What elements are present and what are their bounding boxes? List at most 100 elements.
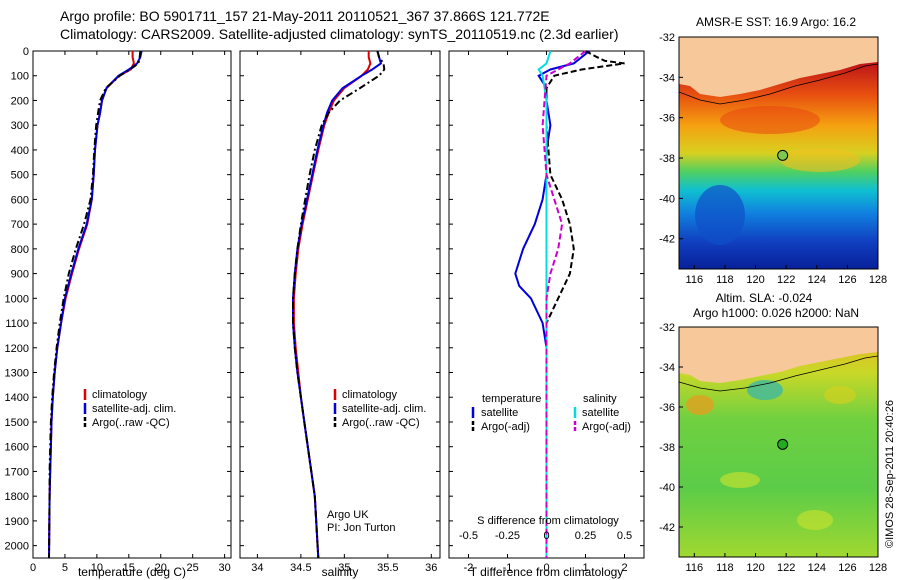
map-y-tick-label--38: -38 (659, 153, 675, 165)
temperature-panel: 0 5 10 15 20 25 300100200300400500600700800900… (5, 46, 231, 579)
map-x-tick-label-124: 124 (808, 274, 826, 286)
map-x-tick-label-116: 116 (686, 274, 704, 286)
x-tick-label-25: 25 (187, 562, 199, 574)
y-tick-label-1000: 1000 (5, 293, 29, 305)
map-x-tick-label-126: 126 (838, 562, 856, 574)
x-tick-label-20: 20 (155, 562, 167, 574)
map-y-tick-label--40: -40 (659, 193, 675, 205)
map-y-tick-label--36: -36 (659, 113, 675, 125)
diff-legend-left-label-0: satellite (481, 407, 518, 419)
sst-land (679, 37, 878, 97)
sla-high-southeast (797, 510, 833, 530)
map-x-tick-label-118: 118 (716, 274, 734, 286)
y-tick-label-900: 900 (11, 269, 29, 281)
series-line-2 (292, 50, 386, 559)
y-tick-label-100: 100 (11, 71, 29, 83)
sla-map-title-line-1: Altim. SLA: -0.024 (716, 291, 813, 305)
top-tick-label-1: -0.25 (495, 530, 520, 542)
map-y-tick-label--34: -34 (659, 72, 675, 84)
annotation-line-1: Argo UK (327, 509, 369, 521)
x-tick-label--1: -1 (503, 562, 513, 574)
sla-land (679, 327, 878, 383)
x-axis-label: salinity (322, 565, 359, 579)
sla-high-west (686, 395, 714, 415)
y-tick-label-300: 300 (11, 120, 29, 132)
x-tick-label-35.5: 35.5 (377, 562, 398, 574)
map-x-tick-label-122: 122 (777, 562, 795, 574)
x-tick-label-10: 10 (91, 562, 103, 574)
map-y-tick-label--40: -40 (659, 482, 675, 494)
sla-map: 116 118 120 122 124 126 128 -32 -34 -36 -38 -40 -42 A… (659, 291, 887, 574)
figure-title-line-2: Climatology: CARS2009. Satellite-adjuste… (60, 26, 619, 42)
map-y-tick-label--32: -32 (659, 32, 675, 44)
series-line-2 (48, 50, 142, 559)
sst-cold-eddy (695, 185, 745, 245)
diff-legend-right-label-0: satellite (582, 407, 619, 419)
map-x-tick-label-122: 122 (777, 274, 795, 286)
x-tick-label-36: 36 (425, 562, 437, 574)
series-line-0 (292, 51, 372, 559)
x-tick-label-34: 34 (251, 562, 263, 574)
annotation-line-2: PI: Jon Turton (327, 522, 395, 534)
x-tick-label-34.5: 34.5 (290, 562, 311, 574)
credit-stamp: ©IMOS 28-Sep-2011 20:40:26 (884, 400, 896, 548)
map-x-tick-label-128: 128 (869, 274, 887, 286)
series-line-2 (537, 50, 552, 558)
top-tick-label-0: -0.5 (459, 530, 478, 542)
sla-map-title-line-2: Argo h1000: 0.026 h2000: NaN (693, 306, 859, 320)
y-tick-label-2000: 2000 (5, 541, 29, 553)
x-axis-label: T difference from climatology (470, 565, 624, 579)
map-y-tick-label--34: -34 (659, 362, 675, 374)
top-axis-label: S difference from climatology (477, 515, 619, 527)
salinity-panel-frame (239, 50, 441, 559)
sst-map: 116 118 120 122 124 126 128 -32 -34 -36 -38 -40 -42 A… (659, 15, 887, 286)
y-tick-label-600: 600 (11, 194, 29, 206)
sla-high-south (720, 472, 760, 488)
sst-isobath (679, 63, 878, 105)
x-tick-label-30: 30 (218, 562, 230, 574)
x-tick-label-0: 0 (30, 562, 36, 574)
difference-panel: -2 -1 0 1 2T difference from climatology temp… (449, 50, 644, 579)
map-x-tick-label-128: 128 (869, 562, 887, 574)
argo-location-marker (777, 149, 789, 161)
y-tick-label-1800: 1800 (5, 491, 29, 503)
legend-label-0: climatology (342, 389, 398, 401)
sst-map-frame (678, 36, 879, 270)
sla-isobath (679, 355, 878, 392)
map-y-tick-label--42: -42 (659, 522, 675, 534)
x-tick-label-1: 1 (582, 562, 588, 574)
y-tick-label-1500: 1500 (5, 417, 29, 429)
sla-map-frame (678, 326, 879, 558)
y-tick-label-400: 400 (11, 145, 29, 157)
map-x-tick-label-118: 118 (716, 562, 734, 574)
map-y-tick-label--38: -38 (659, 442, 675, 454)
y-tick-label-1700: 1700 (5, 466, 29, 478)
map-x-tick-label-126: 126 (838, 274, 856, 286)
map-y-tick-label--32: -32 (659, 322, 675, 334)
y-tick-label-1600: 1600 (5, 442, 29, 454)
y-tick-label-200: 200 (11, 95, 29, 107)
map-x-tick-label-124: 124 (808, 562, 826, 574)
x-tick-label-0: 0 (543, 562, 549, 574)
series-line-1 (545, 50, 625, 558)
map-x-tick-label-116: 116 (686, 562, 704, 574)
y-tick-label-800: 800 (11, 244, 29, 256)
legend-label-2: Argo(..raw -QC) (342, 417, 420, 429)
figure-title-line-1: Argo profile: BO 5901711_157 21-May-2011… (60, 8, 550, 24)
x-tick-label-15: 15 (123, 562, 135, 574)
legend-label-1: satellite-adj. clim. (342, 403, 426, 415)
diff-legend-right-label-1: Argo(-adj) (582, 421, 631, 433)
map-x-tick-label-120: 120 (746, 274, 764, 286)
map-y-tick-label--42: -42 (659, 234, 675, 246)
y-tick-label-1100: 1100 (5, 318, 29, 330)
legend-label-0: climatology (92, 389, 148, 401)
top-tick-label-4: 0.5 (617, 530, 632, 542)
y-tick-label-0: 0 (23, 46, 29, 58)
legend-label-1: satellite-adj. clim. (92, 403, 176, 415)
map-y-tick-label--36: -36 (659, 402, 675, 414)
legend-label-2: Argo(..raw -QC) (92, 417, 170, 429)
x-tick-label-35: 35 (338, 562, 350, 574)
x-axis-label: temperature (deg C) (78, 565, 186, 579)
x-tick-label--2: -2 (464, 562, 474, 574)
